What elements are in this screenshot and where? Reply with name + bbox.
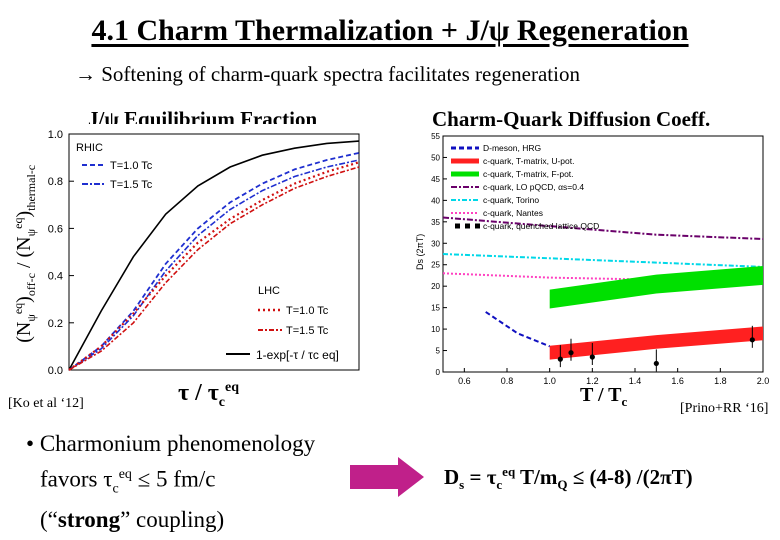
y-tick-label: 1.0 <box>48 129 63 141</box>
y-tick-label: 45 <box>431 175 440 184</box>
legend-swatch-lattice <box>475 223 480 229</box>
left-y-axis-label: (Nψeq)off-c / (Nψeq)thermal-c <box>11 164 38 343</box>
slide-subtitle: → Softening of charm-quark spectra facil… <box>75 62 580 86</box>
legend-lhc-1-label: T=1.0 Tc <box>286 305 329 317</box>
x-tick-label: 0.8 <box>501 376 514 386</box>
pqcd-line <box>442 216 764 240</box>
series-line-1 <box>68 152 360 371</box>
legend-rhic-1-label: T=1.0 Tc <box>110 160 153 172</box>
right-panel-heading: Charm-Quark Diffusion Coeff. <box>432 107 711 131</box>
lattice-point <box>653 360 659 367</box>
y-tick-label: 0.0 <box>48 365 63 377</box>
y-tick-label: 20 <box>431 282 440 291</box>
y-tick-label: 30 <box>431 239 440 248</box>
implication-arrow <box>350 457 424 497</box>
diffusion-coefficient-chart: Ds (2πT) 0.6 0.8 1.0 1.2 1.4 1.6 1.8 2.0 0 5 10 15 2… <box>403 130 773 390</box>
lattice-point <box>557 356 563 362</box>
legend-ref-label: 1-exp[-τ / τc eq] <box>256 348 339 362</box>
y-tick-label: 0.2 <box>48 318 63 330</box>
torino-line <box>442 253 764 268</box>
left-citation: [Ko et al ‘12] <box>8 396 84 411</box>
legend-rhic-2-label: T=1.5 Tc <box>110 179 153 191</box>
legend-swatch-lattice <box>455 223 460 229</box>
legend-label-1: c-quark, T-matrix, U-pot. <box>483 156 574 166</box>
series-line-0 <box>68 140 360 371</box>
right-y-axis-label: Ds (2πT) <box>415 234 425 270</box>
right-citation: [Prino+RR ‘16] <box>680 401 769 416</box>
diffusion-formula: Ds = τceq T/mQ ≤ (4-8) /(2πT) <box>444 464 693 493</box>
lattice-point <box>749 337 755 343</box>
y-tick-label: 40 <box>431 196 440 205</box>
legend-label-2: c-quark, T-matrix, F-pot. <box>483 169 574 179</box>
x-tick-label: 1.2 <box>586 376 599 386</box>
series-line-4 <box>68 166 360 371</box>
y-tick-label: 55 <box>431 132 440 141</box>
legend-label-5: c-quark, Nantes <box>483 208 543 218</box>
x-tick-label: 1.8 <box>714 376 727 386</box>
legend-lhc-title: LHC <box>258 285 280 297</box>
y-tick-label: 50 <box>431 153 440 162</box>
y-tick-label: 10 <box>431 325 440 334</box>
x-tick-label: 0.6 <box>458 376 471 386</box>
lattice-point <box>589 354 595 360</box>
right-x-axis-label: T / Tc <box>580 384 628 409</box>
series-line-3 <box>68 161 360 371</box>
x-tick-label: 1.0 <box>543 376 556 386</box>
legend-swatch-lattice <box>465 223 470 229</box>
arrow-shape <box>350 457 424 497</box>
series-bands <box>442 216 764 372</box>
tmatrix-f-band <box>549 266 763 309</box>
plot-frame <box>68 133 360 371</box>
slide-title: 4.1 Charm Thermalization + J/ψ Regenerat… <box>91 14 689 47</box>
legend-label-6: c-quark, quenched lattice QCD <box>483 221 599 231</box>
y-tick-label: 0.6 <box>48 223 63 235</box>
x-tick-label: 1.4 <box>629 376 642 386</box>
series-line-2 <box>68 159 360 371</box>
axis-ticks: 0.6 0.8 1.0 1.2 1.4 1.6 1.8 2.0 0 5 10 15 20 25 30 35 40… <box>431 132 769 386</box>
x-tick-label: 2.0 <box>757 376 770 386</box>
chart-background <box>24 124 369 394</box>
y-tick-label: 35 <box>431 218 440 227</box>
series-lines <box>68 140 360 371</box>
y-tick-label: 0.8 <box>48 176 63 188</box>
y-tick-label: 15 <box>431 304 440 313</box>
y-ticks: 0.0 0.2 0.4 0.6 0.8 1.0 <box>48 129 74 377</box>
equilibrium-fraction-chart: 0.0 0.2 0.4 0.6 0.8 1.0 RHIC T=1.0 Tc T=1.5 T… <box>24 124 369 394</box>
y-tick-label: 25 <box>431 261 440 270</box>
legend-rhic-title: RHIC <box>76 142 103 154</box>
legend-label-4: c-quark, Torino <box>483 195 539 205</box>
lattice-point <box>568 350 574 356</box>
y-tick-label: 0.4 <box>48 271 63 283</box>
bullet-text: • Charmonium phenomenology favors τceq ≤… <box>26 431 316 533</box>
left-x-axis-label: τ / τceq <box>178 380 240 410</box>
legend-lhc-2-label: T=1.5 Tc <box>286 325 329 337</box>
nantes-line <box>442 272 764 283</box>
tmatrix-u-band <box>549 326 763 360</box>
legend: D-meson, HRG c-quark, T-matrix, U-pot. c-q… <box>451 143 599 231</box>
x-tick-label: 1.6 <box>671 376 684 386</box>
y-tick-label: 0 <box>436 368 441 377</box>
y-tick-label: 5 <box>436 347 441 356</box>
legend-label-0: D-meson, HRG <box>483 143 541 153</box>
legend-label-3: c-quark, LO pQCD, αs=0.4 <box>483 182 584 192</box>
d-meson-line <box>485 311 551 348</box>
